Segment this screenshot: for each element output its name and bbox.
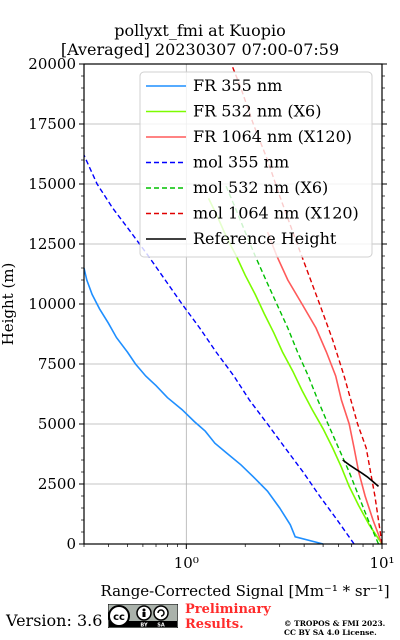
legend-label-5: mol 1064 nm (X120) bbox=[193, 204, 359, 223]
series-line-3 bbox=[83, 154, 355, 545]
chart-subtitle: [Averaged] 20230307 07:00-07:59 bbox=[60, 40, 340, 59]
legend-label-4: mol 532 nm (X6) bbox=[193, 178, 328, 197]
preliminary-line-1: Preliminary bbox=[185, 602, 271, 617]
legend-box bbox=[139, 71, 373, 258]
y-tick-label: 12500 bbox=[28, 235, 76, 253]
legend-label-2: FR 1064 nm (X120) bbox=[193, 127, 352, 146]
chart-title: pollyxt_fmi at Kuopio bbox=[114, 21, 286, 40]
y-tick-label: 7500 bbox=[38, 355, 76, 373]
series-line-6 bbox=[342, 459, 380, 488]
y-tick-label: 5000 bbox=[38, 415, 76, 433]
svg-text:SA: SA bbox=[157, 623, 165, 629]
series-line-4 bbox=[224, 183, 380, 545]
y-axis-label: Height (m) bbox=[0, 263, 17, 346]
legend-label-1: FR 532 nm (X6) bbox=[193, 102, 321, 121]
preliminary-notice: Preliminary Results. bbox=[185, 602, 271, 632]
cc-by-sa-icon: cc BY SA bbox=[108, 604, 178, 628]
series-line-2 bbox=[266, 231, 383, 545]
y-tick-label: 17500 bbox=[28, 115, 76, 133]
x-tick-label: 10¹ bbox=[369, 554, 394, 572]
y-tick-label: 0 bbox=[66, 535, 76, 553]
preliminary-line-2: Results. bbox=[185, 617, 244, 632]
copyright-line-1: © TROPOS & FMI 2023. bbox=[284, 619, 386, 628]
copyright-line-2: CC BY SA 4.0 License. bbox=[284, 628, 377, 637]
y-tick-label: 2500 bbox=[38, 475, 76, 493]
version-label: Version: 3.6 bbox=[6, 611, 103, 630]
copyright-notice: © TROPOS & FMI 2023. CC BY SA 4.0 Licens… bbox=[284, 619, 385, 637]
legend-label-6: Reference Height bbox=[193, 229, 337, 248]
legend-label-0: FR 355 nm bbox=[193, 76, 282, 95]
legend-label-3: mol 355 nm bbox=[193, 153, 289, 172]
svg-text:BY: BY bbox=[140, 623, 148, 629]
series-line-0 bbox=[83, 267, 324, 545]
x-tick-label: 10⁰ bbox=[174, 554, 199, 572]
y-tick-label: 10000 bbox=[28, 295, 76, 313]
svg-text:cc: cc bbox=[113, 612, 125, 623]
x-axis-label: Range-Corrected Signal [Mm⁻¹ * sr⁻¹] bbox=[100, 582, 389, 600]
y-tick-label: 20000 bbox=[28, 55, 76, 73]
y-tick-label: 15000 bbox=[28, 175, 76, 193]
